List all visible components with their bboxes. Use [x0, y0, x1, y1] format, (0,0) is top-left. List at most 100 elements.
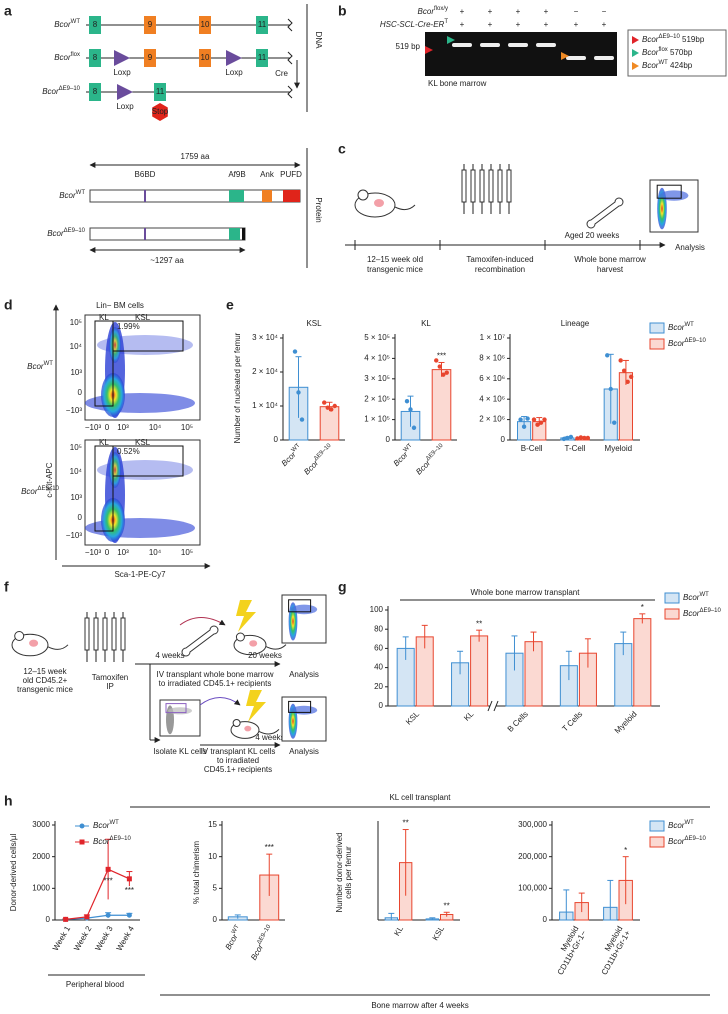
x-axis-label: Sca-1-PE-Cy7	[114, 570, 166, 579]
y-tick-label: −10³	[66, 531, 83, 540]
text-part: WT	[402, 442, 413, 453]
y-tick-label: 3 × 10⁵	[364, 374, 390, 383]
transfer-arrow	[179, 617, 226, 626]
text-part: Bcor	[642, 48, 659, 57]
data-point	[582, 435, 587, 441]
text-part: IV transplant KL cells	[201, 747, 276, 756]
mouse-ear	[357, 189, 369, 201]
data-point	[542, 417, 547, 422]
y-tick-label: 10⁴	[70, 342, 83, 351]
y-tick-label: 1 × 10⁴	[252, 401, 278, 410]
text-part: Bcor	[59, 191, 76, 200]
y-axis-label: % total chimerism	[192, 841, 201, 904]
x-tick-label: KSL	[431, 924, 447, 942]
y-tick-label: 20	[374, 682, 383, 691]
exon-label: 8	[93, 87, 98, 96]
stop-end	[242, 228, 245, 240]
syringe	[111, 617, 117, 651]
text-part: Bcor	[668, 339, 685, 348]
data-point	[605, 353, 610, 358]
exon-label: 8	[93, 53, 98, 62]
data-point	[578, 435, 584, 440]
step-label: Isolate KL cells	[153, 747, 207, 756]
y-tick-label: 10³	[70, 493, 82, 502]
band-marker	[561, 52, 569, 60]
text-part: ΔE9–10	[256, 923, 272, 945]
legend-swatch	[664, 592, 680, 604]
y-tick-label: 3 × 10⁴	[252, 333, 278, 342]
domain	[229, 228, 240, 240]
text-part: Bcor	[414, 458, 432, 476]
chart-title: KSL	[306, 319, 322, 328]
y-tick-label: 1 × 10⁵	[364, 415, 390, 424]
x-tick-label: Myeloid	[613, 710, 639, 736]
step-label: 12–15 week old transgenic mice	[367, 255, 424, 274]
sign: +	[574, 20, 579, 29]
row-label: Bcorflox/y	[418, 6, 448, 17]
data-point	[535, 422, 540, 427]
data-point	[625, 379, 630, 385]
x-tick-label: B-Cell	[521, 444, 543, 453]
exon	[89, 16, 101, 34]
domain	[262, 190, 272, 202]
gene-end	[287, 51, 293, 65]
exon-label: 11	[258, 53, 267, 62]
panel-label: c	[338, 141, 346, 157]
text-part: WT	[658, 60, 668, 66]
significance: ***	[125, 886, 134, 895]
syringe	[506, 169, 512, 203]
y-tick-label: 300,000	[518, 820, 547, 829]
text-part: Bcor	[54, 53, 71, 62]
mouse-mark	[249, 640, 258, 647]
text-part: Bcor	[280, 450, 298, 468]
legend-swatch	[649, 322, 665, 334]
data-point	[612, 420, 617, 425]
data-point	[518, 417, 523, 422]
y-tick-label: 6 × 10⁶	[479, 374, 505, 383]
exon	[144, 16, 156, 34]
gate-pct: 1.99%	[117, 322, 140, 331]
x-tick-label: BcorΔE9–10	[301, 442, 336, 477]
text-part: WT	[684, 322, 694, 328]
panel-label: h	[4, 793, 13, 809]
syringe	[461, 169, 467, 203]
y-tick-label: 0	[379, 701, 384, 710]
mouse-tail	[47, 644, 69, 650]
bar	[319, 406, 340, 441]
band	[508, 43, 528, 47]
text-part: Bcor	[224, 932, 240, 951]
domain	[229, 190, 244, 202]
legend-swatch	[664, 608, 680, 620]
text-part: flox	[71, 52, 80, 58]
bar	[633, 618, 652, 707]
syringe	[84, 617, 90, 651]
y-tick-label: 15	[208, 820, 217, 829]
x-tick-label: 0	[105, 548, 110, 557]
x-tick-label: 10³	[117, 423, 129, 432]
gate	[288, 599, 312, 613]
axis-break	[490, 702, 496, 710]
flow-blob	[168, 707, 192, 715]
significance: ***	[265, 843, 274, 852]
x-tick-label: MyeloidCD11b+Gr-1−	[548, 924, 589, 976]
text-part: Whole bone marrow	[574, 255, 646, 264]
y-axis-label: Number of nucleated per femur	[233, 332, 242, 443]
data-point	[408, 407, 413, 412]
sign: +	[460, 7, 465, 16]
loxp	[226, 50, 242, 66]
sign: +	[544, 20, 549, 29]
band-marker	[425, 46, 433, 54]
legend-label: BcorWT	[93, 820, 119, 831]
flow-density	[97, 460, 193, 480]
y-axis-label: Donor-derived cells/µl	[9, 834, 18, 912]
data-point	[404, 399, 410, 404]
x-tick-label: MyeloidCD11b+Gr-1+	[592, 924, 633, 976]
text-part: transgenic mice	[367, 265, 424, 274]
axis-break	[493, 700, 499, 712]
y-tick-label: 0	[78, 388, 83, 397]
mouse-ear	[232, 719, 241, 727]
y-tick-label: 10	[208, 852, 217, 861]
mouse-ear	[14, 631, 25, 641]
mouse-tail	[265, 644, 287, 650]
